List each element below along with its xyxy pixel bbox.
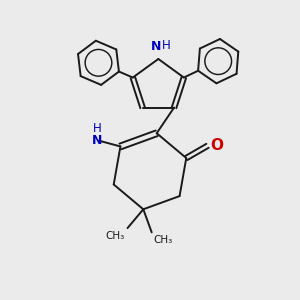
Text: CH₃: CH₃ (106, 231, 125, 241)
Text: H: H (93, 122, 102, 135)
Text: N: N (151, 40, 161, 53)
Text: N: N (92, 134, 103, 147)
Text: H: H (162, 39, 171, 52)
Text: CH₃: CH₃ (153, 235, 172, 245)
Text: O: O (210, 138, 223, 153)
